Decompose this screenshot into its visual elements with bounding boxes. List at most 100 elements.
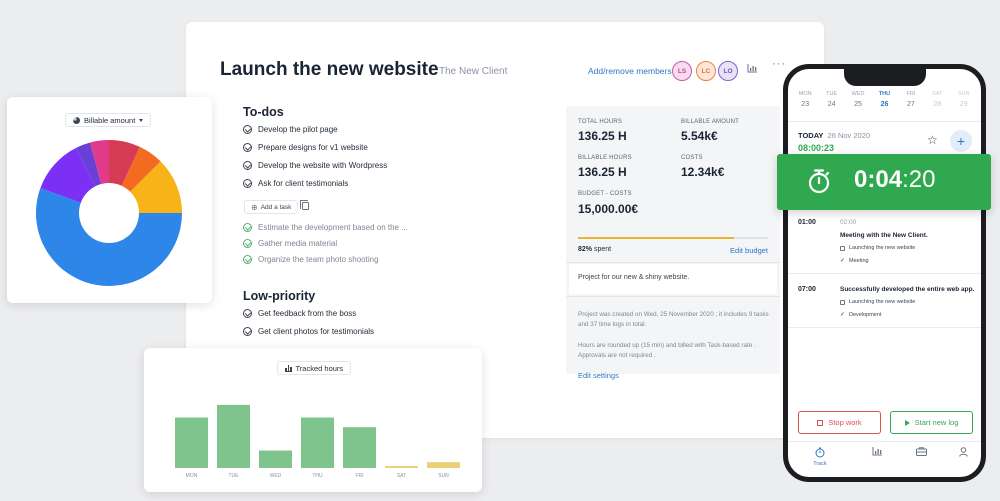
log-tag: ✓ Development [840,311,882,319]
project-title: Launch the new website [220,59,439,80]
stopwatch-icon [808,169,830,194]
bar-thu[interactable] [301,417,334,468]
budget-value: 15,000.00€ [578,202,639,216]
bar-sun[interactable] [427,462,460,468]
tab-profile[interactable] [948,447,978,459]
stop-work-button[interactable]: Stop work [798,411,881,434]
phone-notch [844,69,926,86]
edit-settings-link[interactable]: Edit settings [578,371,619,380]
donut-hole [79,183,139,243]
week-day-wed[interactable]: WED 25 [851,91,865,108]
low-priority-section-title: Low-priority [243,289,316,303]
avatar-lc[interactable]: LC [696,61,716,81]
billable-hours-value: 136.25 H [578,165,627,179]
tracked-hours-chart: MON TUE WED THU FRI SAT SUN [175,404,460,479]
week-day-mon[interactable]: MON 23 [798,91,812,108]
billable-amount-dropdown[interactable]: Billable amount [65,113,152,127]
briefcase-icon [840,299,845,305]
log-project: Launching the new website [840,299,915,305]
start-new-log-button[interactable]: Start new log [890,411,973,434]
divider [566,296,780,297]
week-day-tue[interactable]: TUE 24 [826,91,838,108]
phone-mockup: MON 23 TUE 24 WED 25 THU 26 FRI 27 SAT 28 SUN 29 TODA… [783,64,986,482]
divider [788,327,981,328]
done-task-item[interactable]: Organize the team photo shooting [243,255,379,264]
caret-down-icon [139,118,144,122]
plus-icon: ⊕ [251,202,258,212]
log-title[interactable]: Successfully developed the entire web ap… [840,286,975,293]
client-name[interactable]: The New Client [439,66,508,77]
total-hours-value: 136.25 H [578,129,627,143]
stopwatch-icon [805,447,835,459]
edit-budget-link[interactable]: Edit budget [730,246,768,255]
add-task-button[interactable]: ⊕ Add a task [244,200,299,214]
add-remove-members-link[interactable]: Add/remove members [588,66,672,76]
check-icon: ✓ [840,312,846,318]
billable-hours-label: BILLABLE HOURS [578,155,632,161]
bar-mon[interactable] [175,417,208,468]
billable-amount-value: 5.54k€ [681,129,718,143]
tab-projects[interactable] [906,447,936,459]
tab-reports[interactable] [862,447,892,459]
add-log-button[interactable]: + [950,130,972,152]
copy-icon[interactable] [300,200,309,210]
budget-label: BUDGET - COSTS [578,191,632,197]
tracked-hours-title[interactable]: Tracked hours [277,361,352,375]
x-tick-label: FRI [355,473,363,479]
more-options-icon[interactable]: ··· [772,58,786,70]
divider [788,121,981,122]
checked-circle-icon[interactable] [243,223,252,232]
pie-chart-icon [73,116,80,124]
bar-chart-icon [862,447,892,459]
reports-chart-icon[interactable] [747,64,757,75]
week-day-sat[interactable]: SAT 28 [932,91,943,108]
budget-spent-text: 82% spent [578,246,612,253]
bar-tue[interactable] [217,404,250,468]
task-item[interactable]: Develop the website with Wordpress [243,161,387,170]
log-start-time: 07:00 [798,286,816,293]
task-item[interactable]: Develop the pilot page [243,125,338,134]
user-icon [948,447,978,459]
task-item[interactable]: Ask for client testimonials [243,179,348,188]
checkbox-icon[interactable] [243,125,252,134]
checkbox-icon[interactable] [243,161,252,170]
bar-wed[interactable] [259,450,292,468]
star-icon[interactable]: ☆ [927,133,938,147]
week-day-thu[interactable]: THU 26 [878,91,891,108]
today-header: TODAY 26 Nov 2020 [798,131,871,140]
checkbox-icon[interactable] [243,143,252,152]
today-total-time: 08:00:23 [798,143,835,153]
bar-sat[interactable] [385,466,418,468]
week-day-sun[interactable]: SUN 29 [957,91,970,108]
total-hours-label: TOTAL HOURS [578,119,623,125]
bar-chart-icon [285,364,292,372]
log-start-time: 01:00 [798,219,816,226]
log-title[interactable]: Meeting with the New Client. [840,232,928,239]
task-item[interactable]: Get client photos for testimonials [243,327,374,336]
avatar-lo[interactable]: LO [718,61,738,81]
checkbox-icon[interactable] [243,179,252,188]
task-item[interactable]: Get feedback from the boss [243,309,356,318]
checkbox-icon[interactable] [243,309,252,318]
x-tick-label: THU [312,473,323,479]
check-icon: ✓ [840,258,846,264]
done-task-item[interactable]: Estimate the development based on the ..… [243,223,408,232]
rounding-info: Hours are rounded up (15 min) and billed… [578,342,756,359]
log-end-time: 02:00 [840,219,857,226]
done-task-item[interactable]: Gather media material [243,239,337,248]
project-description: Project for our new & shiny website. [569,264,777,294]
divider [788,441,981,442]
divider [788,273,981,274]
checked-circle-icon[interactable] [243,239,252,248]
checked-circle-icon[interactable] [243,255,252,264]
avatar-ls[interactable]: LS [672,61,692,81]
x-tick-label: TUE [229,473,240,479]
week-day-fri[interactable]: FRI 27 [906,91,916,108]
bar-fri[interactable] [343,427,376,468]
running-timer-banner[interactable]: 0:04:20 [777,154,991,210]
tab-track[interactable]: Track [805,447,835,467]
task-item[interactable]: Prepare designs for v1 website [243,143,368,152]
budget-progress-fill [578,237,734,239]
costs-value: 12.34k€ [681,165,725,179]
checkbox-icon[interactable] [243,327,252,336]
